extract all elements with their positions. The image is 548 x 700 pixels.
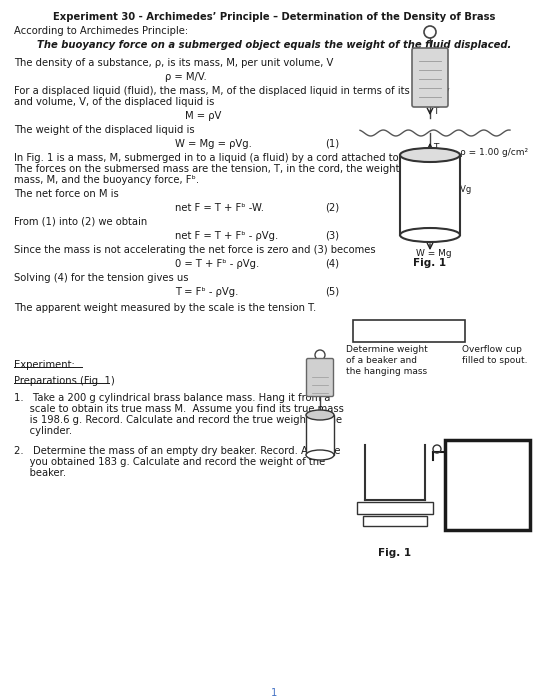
Text: M = ρV: M = ρV — [185, 111, 221, 121]
Text: Fᵇ = ρVg: Fᵇ = ρVg — [434, 186, 471, 195]
FancyBboxPatch shape — [353, 320, 465, 342]
Text: Solving (4) for the tension gives us: Solving (4) for the tension gives us — [14, 273, 189, 283]
Bar — [445, 440, 530, 530]
FancyBboxPatch shape — [306, 358, 334, 396]
Bar — [363, 516, 427, 526]
Text: In Fig. 1 is a mass, M, submerged in to a liquid (a fluid) by a cord attached to: In Fig. 1 is a mass, M, submerged in to … — [14, 153, 440, 163]
Text: you obtained 183 g. Calculate and record the weight of the: you obtained 183 g. Calculate and record… — [14, 457, 326, 467]
Text: (3): (3) — [325, 231, 339, 241]
Text: 2.   Determine the mass of an empty dry beaker. Record. Assume: 2. Determine the mass of an empty dry be… — [14, 446, 340, 456]
Text: The apparent weight measured by the scale is the tension T.: The apparent weight measured by the scal… — [14, 303, 316, 313]
Text: of a beaker and: of a beaker and — [346, 356, 417, 365]
Text: For a displaced liquid (fluid), the mass, M, of the displaced liquid in terms of: For a displaced liquid (fluid), the mass… — [14, 86, 449, 96]
Ellipse shape — [306, 410, 334, 420]
Text: mass, M, and the buoyancy force, Fᵇ.: mass, M, and the buoyancy force, Fᵇ. — [14, 175, 199, 185]
Text: (4): (4) — [325, 259, 339, 269]
Text: 0 = T + Fᵇ - ρVg.: 0 = T + Fᵇ - ρVg. — [175, 259, 259, 269]
Ellipse shape — [400, 148, 460, 162]
Text: 1: 1 — [271, 688, 277, 698]
Text: Fig. 1: Fig. 1 — [379, 548, 412, 558]
Text: cylinder.: cylinder. — [14, 426, 72, 436]
Ellipse shape — [306, 450, 334, 460]
Text: Overflow cup: Overflow cup — [462, 345, 522, 354]
Text: net F = T + Fᵇ -W.: net F = T + Fᵇ -W. — [175, 203, 264, 213]
Text: To Start: To Start — [386, 326, 432, 336]
Text: T = Fᵇ - ρVg.: T = Fᵇ - ρVg. — [175, 287, 238, 297]
Text: is 198.6 g. Record. Calculate and record the true weight of the: is 198.6 g. Record. Calculate and record… — [14, 415, 342, 425]
Text: (5): (5) — [325, 287, 339, 297]
Text: net F = T + Fᵇ - ρVg.: net F = T + Fᵇ - ρVg. — [175, 231, 278, 241]
Text: and volume, V, of the displaced liquid is: and volume, V, of the displaced liquid i… — [14, 97, 214, 107]
Text: the hanging mass: the hanging mass — [346, 367, 427, 376]
Text: ρ = 1.00 g/cm²: ρ = 1.00 g/cm² — [460, 148, 528, 157]
Text: W = Mg = ρVg.: W = Mg = ρVg. — [175, 139, 252, 149]
Text: The weight of the displaced liquid is: The weight of the displaced liquid is — [14, 125, 195, 135]
Text: Experiment:: Experiment: — [14, 360, 75, 370]
Text: 1.   Take a 200 g cylindrical brass balance mass. Hang it from a: 1. Take a 200 g cylindrical brass balanc… — [14, 393, 330, 403]
Ellipse shape — [400, 228, 460, 242]
Text: (2): (2) — [325, 203, 339, 213]
Text: W = Mg: W = Mg — [416, 249, 452, 258]
Text: T: T — [433, 108, 438, 116]
Text: Scale: Scale — [383, 503, 407, 512]
Text: The forces on the submersed mass are the tension, T, in the cord, the weight, W,: The forces on the submersed mass are the… — [14, 164, 451, 174]
Text: Experiment 30 - Archimedes’ Principle – Determination of the Density of Brass: Experiment 30 - Archimedes’ Principle – … — [53, 12, 495, 22]
Text: beaker.: beaker. — [14, 468, 66, 478]
Text: The density of a substance, ρ, is its mass, M, per unit volume, V: The density of a substance, ρ, is its ma… — [14, 58, 333, 68]
Text: The buoyancy force on a submerged object equals the weight of the fluid displace: The buoyancy force on a submerged object… — [37, 40, 511, 50]
Text: ρ = M/V.: ρ = M/V. — [165, 72, 207, 82]
FancyBboxPatch shape — [412, 48, 448, 107]
Text: The net force on M is: The net force on M is — [14, 189, 119, 199]
Text: Since the mass is not accelerating the net force is zero and (3) becomes: Since the mass is not accelerating the n… — [14, 245, 375, 255]
Text: According to Archimedes Principle:: According to Archimedes Principle: — [14, 26, 188, 36]
Text: Fig. 1: Fig. 1 — [413, 258, 447, 268]
Bar — [357, 502, 433, 514]
Text: Preparations (Fig. 1): Preparations (Fig. 1) — [14, 376, 115, 386]
Text: Determine weight: Determine weight — [346, 345, 428, 354]
Text: (1): (1) — [325, 139, 339, 149]
Text: T: T — [433, 144, 438, 153]
Bar — [306, 415, 334, 455]
Text: filled to spout.: filled to spout. — [462, 356, 528, 365]
Bar — [400, 155, 460, 235]
Text: scale to obtain its true mass M.  Assume you find its true mass: scale to obtain its true mass M. Assume … — [14, 404, 344, 414]
Text: From (1) into (2) we obtain: From (1) into (2) we obtain — [14, 217, 147, 227]
